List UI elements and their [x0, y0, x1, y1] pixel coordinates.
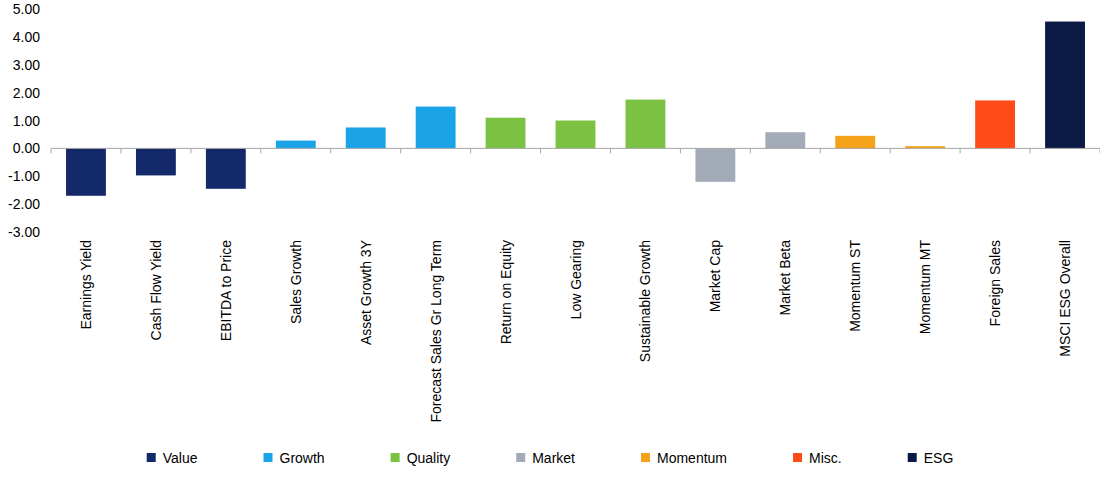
x-axis-tick	[960, 148, 961, 153]
x-tick-label: Cash Flow Yield	[148, 240, 164, 340]
x-tick-label: MSCI ESG Overall	[1057, 240, 1073, 357]
x-axis-tick	[470, 148, 471, 153]
bar	[975, 100, 1015, 148]
legend-swatch	[908, 453, 917, 462]
legend-label: ESG	[924, 450, 954, 466]
x-tick-label: Return on Equity	[498, 240, 514, 344]
legend-label: Quality	[407, 450, 451, 466]
x-axis-tick	[610, 148, 611, 153]
legend-swatch	[391, 453, 400, 462]
legend-label: Momentum	[657, 450, 727, 466]
x-tick-label: Forecast Sales Gr Long Term	[428, 240, 444, 423]
bar	[626, 100, 666, 149]
legend-swatch	[147, 453, 156, 462]
x-tick-label: Foreign Sales	[987, 240, 1003, 326]
legend-label: Value	[163, 450, 198, 466]
bar	[695, 148, 735, 181]
bar	[346, 127, 386, 148]
bar	[206, 148, 246, 188]
y-tick-label: 5.00	[13, 1, 40, 17]
legend-label: Misc.	[809, 450, 842, 466]
x-axis-tick	[890, 148, 891, 153]
bar	[416, 107, 456, 149]
y-tick-label: 3.00	[13, 57, 40, 73]
y-tick-label: -1.00	[8, 168, 40, 184]
y-tick-label: -2.00	[8, 196, 40, 212]
x-axis-tick	[680, 148, 681, 153]
x-axis-tick	[120, 148, 121, 153]
x-tick-label: Momentum ST	[847, 240, 863, 332]
y-tick-label: 0.00	[13, 140, 40, 156]
x-axis-tick	[1030, 148, 1031, 153]
y-tick-label: -3.00	[8, 224, 40, 240]
chart: -3.00 -2.00 -1.00 0.00 1.00 2.00 3.00 4.00 5.00 E…	[0, 0, 1100, 477]
bar	[276, 141, 316, 149]
bar	[556, 121, 596, 149]
x-tick-label: Momentum MT	[917, 240, 933, 335]
legend-label: Growth	[280, 450, 325, 466]
x-axis-tick	[51, 148, 52, 153]
bar	[136, 148, 176, 175]
legend-swatch	[793, 453, 802, 462]
legend-swatch	[641, 453, 650, 462]
legend-swatch	[516, 453, 525, 462]
x-tick-label: Earnings Yield	[78, 240, 94, 330]
x-axis-tick	[750, 148, 751, 153]
bar	[835, 136, 875, 149]
x-axis-tick	[820, 148, 821, 153]
x-tick-label: Market Cap	[707, 240, 723, 313]
x-axis-tick	[330, 148, 331, 153]
bar	[765, 132, 805, 148]
bar	[1045, 22, 1085, 149]
x-axis-tick	[260, 148, 261, 153]
y-tick-label: 2.00	[13, 85, 40, 101]
x-axis-tick	[400, 148, 401, 153]
legend-swatch	[264, 453, 273, 462]
x-tick-label: Market Beta	[777, 240, 793, 316]
legend-label: Market	[532, 450, 575, 466]
x-tick-label: Sales Growth	[288, 240, 304, 324]
legend: Value Growth Quality Market Momentum Misc. ESG	[147, 450, 954, 466]
x-axis-line	[51, 148, 1100, 149]
y-tick-label: 4.00	[13, 29, 40, 45]
bar	[66, 148, 106, 195]
x-tick-label: Sustainable Growth	[637, 240, 653, 362]
x-axis-tick	[190, 148, 191, 153]
bars	[66, 22, 1085, 196]
x-tick-label: Low Gearing	[568, 240, 584, 319]
bar	[486, 118, 526, 149]
x-tick-label: EBITDA to Price	[218, 240, 234, 341]
x-axis-tick	[540, 148, 541, 153]
x-tick-label: Asset Growth 3Y	[358, 239, 374, 345]
y-tick-label: 1.00	[13, 113, 40, 129]
